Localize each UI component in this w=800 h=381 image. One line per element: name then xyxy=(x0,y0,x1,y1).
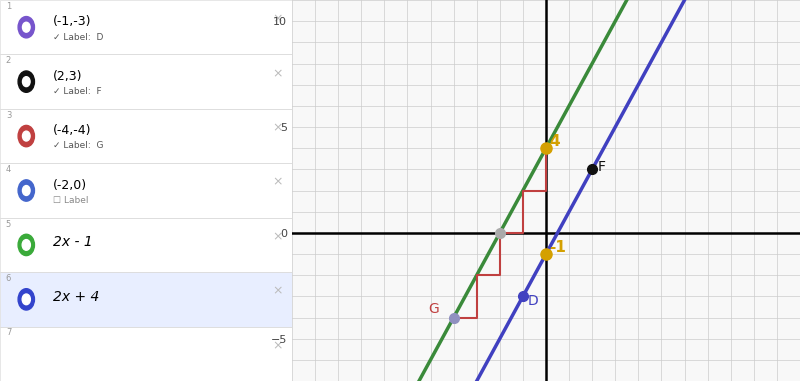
Text: ☐ Label: ☐ Label xyxy=(53,196,88,205)
Circle shape xyxy=(22,240,30,250)
Text: ×: × xyxy=(273,285,283,298)
Text: (2,3): (2,3) xyxy=(53,70,82,83)
Circle shape xyxy=(22,294,30,305)
Bar xyxy=(0,327,292,381)
Text: 6: 6 xyxy=(6,274,11,283)
Text: ×: × xyxy=(273,339,283,352)
Text: ×: × xyxy=(273,122,283,134)
Text: ×: × xyxy=(273,176,283,189)
Text: (-4,-4): (-4,-4) xyxy=(53,124,91,137)
Circle shape xyxy=(22,22,30,32)
Text: 4: 4 xyxy=(6,165,11,174)
Circle shape xyxy=(22,186,30,195)
Text: -1: -1 xyxy=(550,240,566,255)
Bar xyxy=(0,218,292,272)
Circle shape xyxy=(22,77,30,86)
Text: G: G xyxy=(428,302,439,316)
Text: ×: × xyxy=(273,13,283,26)
Circle shape xyxy=(18,234,34,256)
Text: 3: 3 xyxy=(6,111,11,120)
Circle shape xyxy=(22,131,30,141)
Circle shape xyxy=(18,125,34,147)
Text: 2x - 1: 2x - 1 xyxy=(53,235,92,249)
Text: 2: 2 xyxy=(6,56,11,65)
Text: 2x + 4: 2x + 4 xyxy=(53,290,99,304)
Text: 5: 5 xyxy=(6,219,11,229)
Circle shape xyxy=(18,71,34,92)
Circle shape xyxy=(18,180,34,201)
Text: 1: 1 xyxy=(6,2,11,11)
Bar xyxy=(0,272,292,327)
Bar xyxy=(0,0,292,54)
Text: (-1,-3): (-1,-3) xyxy=(53,15,91,28)
Text: ✓ Label:  D: ✓ Label: D xyxy=(53,32,103,42)
Text: D: D xyxy=(527,294,538,308)
Text: ×: × xyxy=(273,230,283,243)
Bar xyxy=(0,54,292,109)
Circle shape xyxy=(18,16,34,38)
Text: 7: 7 xyxy=(6,328,11,338)
Text: (-2,0): (-2,0) xyxy=(53,179,86,192)
Text: ✓ Label:  F: ✓ Label: F xyxy=(53,87,101,96)
Text: ✓ Label:  G: ✓ Label: G xyxy=(53,141,103,150)
Bar xyxy=(0,109,292,163)
Text: F: F xyxy=(598,160,606,174)
Circle shape xyxy=(18,289,34,310)
Text: ×: × xyxy=(273,67,283,80)
Bar xyxy=(0,163,292,218)
Text: 4: 4 xyxy=(550,134,560,149)
